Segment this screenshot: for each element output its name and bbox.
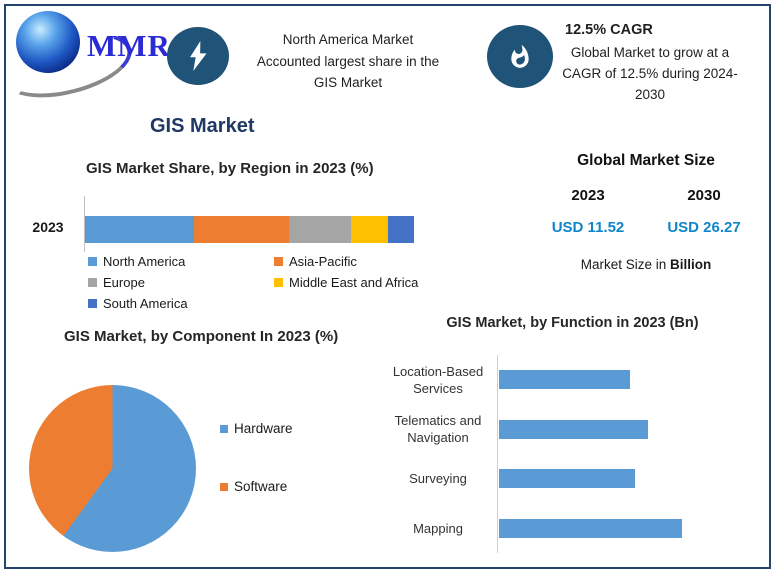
share-callout-line: North America Market <box>282 32 414 47</box>
region-stacked-bar <box>85 216 414 243</box>
legend-item: Middle East and Africa <box>274 273 418 292</box>
share-callout-line: Accounted largest share in the <box>256 53 440 69</box>
year-label: 2030 <box>687 187 721 204</box>
legend-label: Middle East and Africa <box>289 275 419 290</box>
legend-swatch <box>220 482 228 491</box>
function-bar <box>499 518 682 538</box>
share-callout-line: GIS Market <box>313 75 383 90</box>
cagr-title: 12.5% CAGR <box>565 22 653 38</box>
function-category-label: Telematics and Navigation <box>394 413 482 446</box>
region-chart-axis <box>84 196 85 252</box>
function-bar <box>499 370 630 390</box>
pie-legend: Hardware Software <box>220 419 293 496</box>
function-bar-area <box>497 454 745 504</box>
function-category-label: Surveying <box>409 471 467 487</box>
cagr-line: CAGR of 12.5% during 2024- <box>562 66 738 81</box>
note-prefix: Market Size in <box>580 257 671 272</box>
share-callout-text: North America Market Accounted largest s… <box>238 29 458 94</box>
function-bar <box>499 419 648 439</box>
function-bar <box>499 469 635 489</box>
legend-item: Hardware <box>220 419 293 438</box>
legend-item: Asia-Pacific <box>274 252 418 271</box>
pie-chart-title: GIS Market, by Component In 2023 (%) <box>64 328 339 345</box>
legend-swatch <box>88 278 97 287</box>
market-size-title: Global Market Size <box>577 152 715 169</box>
flame-icon <box>487 25 553 88</box>
legend-item: Europe <box>88 273 274 292</box>
legend-label: North America <box>103 254 186 269</box>
market-size-grid: 2023 2030 USD 11.52 USD 26.27 <box>530 187 762 236</box>
legend-label: Europe <box>103 275 145 290</box>
note-unit: Billion <box>670 257 712 272</box>
legend-item: Software <box>220 477 293 496</box>
function-bar-row: Location-Based Services <box>385 355 745 405</box>
function-category-label: Mapping <box>413 520 463 536</box>
function-chart-plot: Location-Based Services Telematics and Na… <box>385 355 745 553</box>
legend-swatch <box>88 257 97 266</box>
function-bar-area <box>497 503 745 553</box>
market-value: USD 26.27 <box>667 219 741 236</box>
bar-segment-asia-pacific <box>193 216 289 243</box>
lightning-icon <box>167 27 229 85</box>
function-bar-row: Mapping <box>385 503 745 553</box>
function-chart-title: GIS Market, by Function in 2023 (Bn) <box>446 315 699 331</box>
function-bar-row: Telematics and Navigation <box>385 404 745 454</box>
bar-segment-north-america <box>85 216 194 243</box>
legend-swatch <box>220 424 228 433</box>
market-size-panel: Global Market Size 2023 2030 USD 11.52 U… <box>530 152 762 272</box>
function-category-label: Location-Based Services <box>392 363 484 396</box>
legend-swatch <box>274 278 283 287</box>
region-chart-title: GIS Market Share, by Region in 2023 (%) <box>86 160 374 177</box>
market-size-note: Market Size in Billion <box>530 257 762 272</box>
legend-item: South America <box>88 294 274 313</box>
cagr-line: Global Market to grow at a <box>570 45 730 60</box>
region-category-label: 2023 <box>32 219 64 235</box>
year-label: 2023 <box>571 187 605 204</box>
function-bar-row: Surveying <box>385 454 745 504</box>
globe-icon <box>16 11 80 73</box>
cagr-callout-text: 12.5% CAGR Global Market to grow at a CA… <box>535 20 765 105</box>
legend-swatch <box>274 257 283 266</box>
bar-segment-middle-east-and-africa <box>351 216 388 243</box>
brand-name: MMR <box>87 28 171 63</box>
page-title: GIS Market <box>150 115 255 137</box>
legend-label: South America <box>103 296 188 311</box>
region-legend: North America Asia-Pacific Europe Middle Ea… <box>88 252 418 313</box>
legend-label: Hardware <box>234 421 293 436</box>
function-bar-area <box>497 404 745 454</box>
function-bar-area <box>497 355 745 405</box>
cagr-line: 2030 <box>634 87 666 102</box>
bar-segment-south-america <box>387 216 414 243</box>
legend-label: Software <box>234 479 288 494</box>
legend-item: North America <box>88 252 274 271</box>
pie-graphic <box>29 385 196 552</box>
market-value: USD 11.52 <box>551 219 625 236</box>
bar-segment-europe <box>288 216 352 243</box>
legend-swatch <box>88 299 97 308</box>
legend-label: Asia-Pacific <box>289 254 357 269</box>
